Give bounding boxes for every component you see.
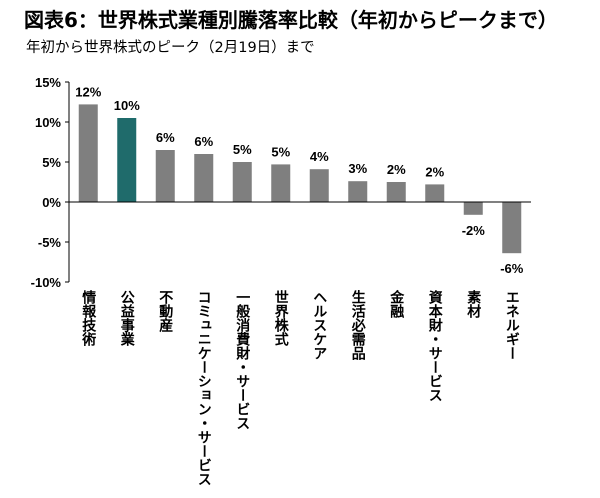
bar [271, 164, 291, 202]
category-label: 一般消費財・サービス [234, 290, 251, 430]
bar [502, 202, 522, 254]
bar [155, 150, 175, 202]
y-tick-label: 15% [35, 75, 61, 90]
bar [78, 104, 98, 202]
category-label: エネルギー [504, 290, 520, 360]
data-label: 5% [271, 144, 290, 159]
bar [194, 154, 214, 202]
category-label: 世界株式 [273, 289, 289, 347]
data-label: 12% [75, 84, 101, 99]
y-tick-label: 10% [35, 115, 61, 130]
data-label: 2% [425, 164, 444, 179]
bar [463, 202, 483, 215]
data-label: 6% [156, 130, 175, 145]
y-tick-label: -10% [31, 275, 62, 290]
bar [117, 118, 137, 202]
y-tick-label: 5% [42, 155, 61, 170]
data-label: -6% [500, 261, 524, 276]
data-label: 10% [114, 98, 140, 113]
bar [309, 169, 329, 202]
category-label: 情報技術 [80, 289, 97, 347]
bar [348, 181, 368, 202]
data-label: 5% [233, 142, 252, 157]
category-label: コミュニケーション・サービス [196, 290, 212, 486]
data-label: 4% [310, 149, 329, 164]
data-label: 6% [194, 134, 213, 149]
data-label: 3% [348, 161, 367, 176]
bar [425, 184, 445, 202]
data-label: -2% [462, 223, 486, 238]
bar [232, 162, 252, 202]
bar [386, 182, 406, 202]
y-tick-label: 0% [42, 195, 61, 210]
chart-title: 図表6：世界株式業種別騰落率比較（年初からピークまで） [24, 8, 558, 32]
category-label: 資本財・サービス [427, 289, 444, 402]
category-label: 公益事業 [119, 290, 136, 347]
category-label: 不動産 [157, 290, 173, 333]
category-label: ヘルスケア [311, 290, 327, 360]
data-label: 2% [387, 162, 406, 177]
category-label: 素材 [465, 289, 481, 319]
chart-subtitle: 年初から世界株式のピーク（2月19日）まで [26, 40, 315, 56]
category-label: 金融 [388, 289, 405, 319]
y-tick-label: -5% [38, 235, 62, 250]
category-label: 生活必需品 [350, 289, 367, 361]
